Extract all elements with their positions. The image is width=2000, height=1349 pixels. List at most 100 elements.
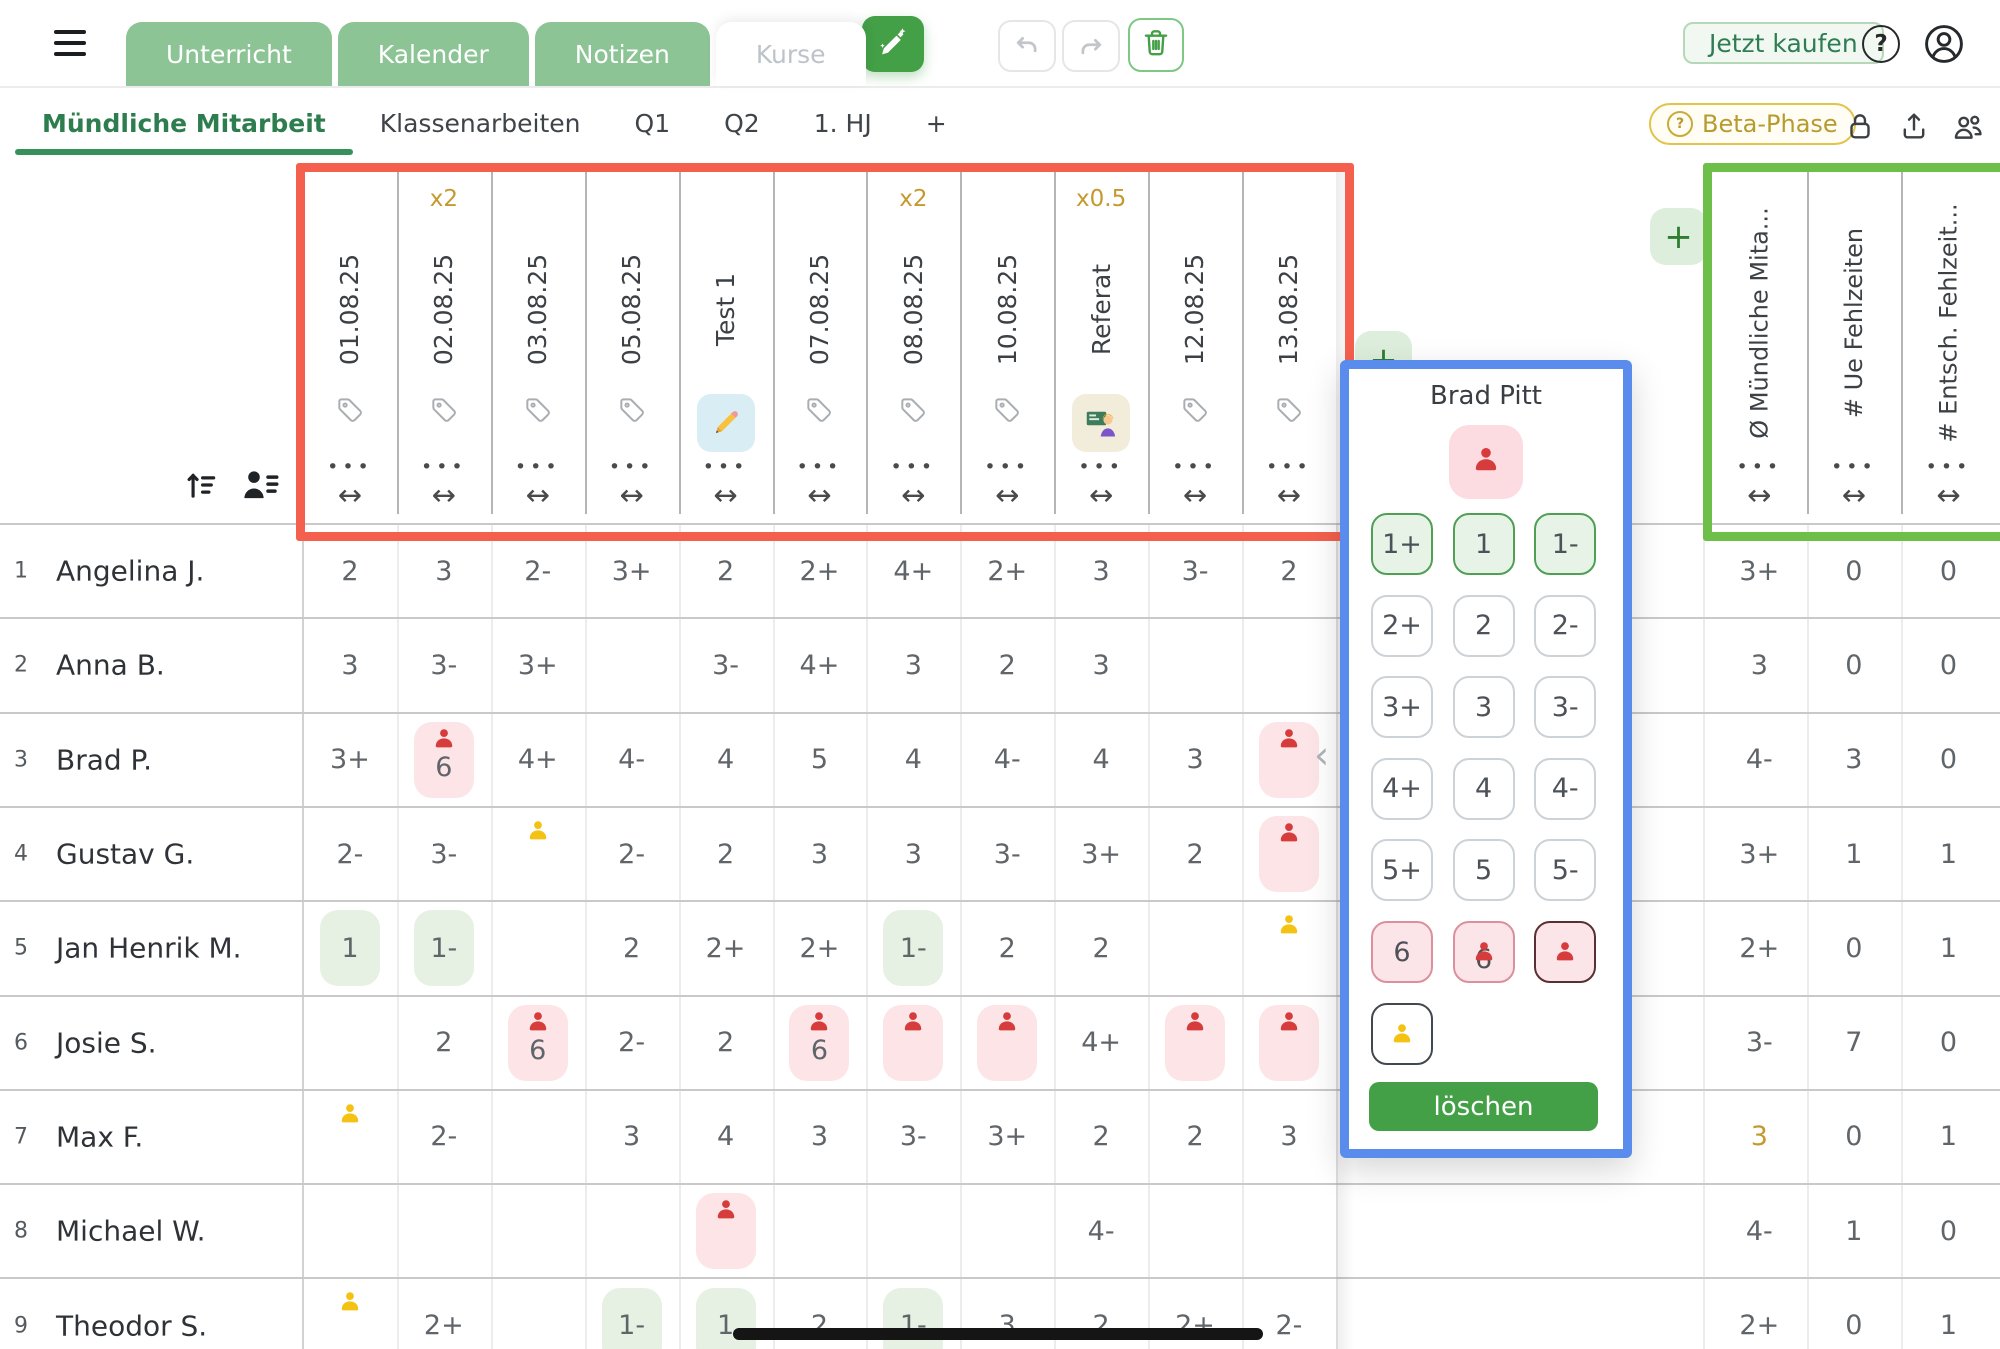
popup-collapse-chevron[interactable]: ‹ <box>1314 733 1330 777</box>
subtab--[interactable]: + <box>925 108 947 138</box>
column-menu-icon[interactable]: ••• <box>1172 456 1218 478</box>
subtab-1-hj[interactable]: 1. HJ <box>813 108 872 138</box>
grade-cell[interactable]: 5 <box>810 744 829 776</box>
column-resize-icon[interactable]: ↔ <box>713 478 738 512</box>
column-menu-icon[interactable]: ••• <box>1078 456 1124 478</box>
summary-cell[interactable]: 4- <box>1745 744 1773 776</box>
grade-button-1-[interactable]: 1- <box>1534 513 1597 575</box>
grade-cell[interactable]: 4+ <box>517 744 558 776</box>
summary-cell[interactable]: 1 <box>1939 838 1958 870</box>
grade-cell[interactable]: 3 <box>1280 1121 1298 1153</box>
grade-cell[interactable] <box>1242 714 1336 806</box>
grade-cell[interactable] <box>303 997 397 1089</box>
main-tab-kalender[interactable]: Kalender <box>337 22 529 86</box>
column-header-referat[interactable]: x0.5 Referat ••• ↔ <box>1054 172 1148 523</box>
hamburger-menu-icon[interactable] <box>54 30 88 56</box>
grade-cell[interactable] <box>491 808 585 900</box>
grade-cell[interactable] <box>1242 619 1336 711</box>
column-header-03-08-25[interactable]: 03.08.25 ••• ↔ <box>491 172 585 523</box>
sort-by-student-button[interactable] <box>240 464 282 510</box>
grade-cell[interactable]: 3+ <box>611 555 652 587</box>
subtab-mündliche-mitarbeit[interactable]: Mündliche Mitarbeit <box>15 108 353 155</box>
summary-cell[interactable]: 0 <box>1845 932 1863 964</box>
grade-cell[interactable]: 3- <box>430 649 458 681</box>
grade-cell[interactable]: 3 <box>904 649 922 681</box>
grade-cell[interactable]: 2+ <box>423 1310 464 1342</box>
grade-cell[interactable] <box>1148 902 1242 994</box>
summary-cell[interactable]: 1 <box>1845 1215 1863 1247</box>
column-resize-icon[interactable]: ↔ <box>619 478 644 512</box>
grade-button-6[interactable]: 6 <box>1452 921 1515 983</box>
summary-cell[interactable]: 2+ <box>1739 1310 1780 1342</box>
summary-cell[interactable]: 0 <box>1939 1027 1958 1059</box>
grade-cell[interactable] <box>1242 1185 1336 1277</box>
grade-cell[interactable]: 4- <box>993 744 1021 776</box>
grade-cell[interactable] <box>303 1279 397 1349</box>
summary-header-2[interactable]: # Entsch. Fehlzeit... ••• ↔ <box>1901 172 1996 523</box>
help-button[interactable]: ? <box>1862 25 1900 63</box>
column-header-05-08-25[interactable]: 05.08.25 ••• ↔ <box>585 172 679 523</box>
column-resize-icon[interactable]: ↔ <box>1936 478 1961 512</box>
grade-cell[interactable]: 2- <box>336 838 364 870</box>
grade-cell[interactable]: 2 <box>623 932 641 964</box>
grade-cell[interactable] <box>1242 808 1336 900</box>
main-tab-kurse[interactable]: Kurse <box>715 22 866 86</box>
grade-cell[interactable]: 2- <box>524 555 552 587</box>
column-resize-icon[interactable]: ↔ <box>807 478 832 512</box>
grade-cell[interactable]: 4- <box>618 744 646 776</box>
grade-cell[interactable]: 4- <box>1087 1215 1115 1247</box>
grade-cell[interactable]: 3 <box>810 838 829 870</box>
grade-cell[interactable]: 3+ <box>987 1121 1028 1153</box>
grade-button-3+[interactable]: 3+ <box>1371 676 1433 739</box>
grade-cell[interactable] <box>866 997 960 1089</box>
grade-cell[interactable]: 2 <box>1092 932 1110 964</box>
students-button[interactable] <box>1948 110 1988 148</box>
grade-button-1+[interactable]: 1+ <box>1371 513 1433 575</box>
grade-cell[interactable] <box>1242 902 1336 994</box>
summary-cell[interactable]: 1 <box>1939 1121 1958 1153</box>
delete-grade-button[interactable]: löschen <box>1369 1082 1598 1131</box>
grade-cell[interactable]: 2 <box>1186 838 1204 870</box>
sort-button[interactable] <box>182 466 220 508</box>
grade-cell[interactable] <box>491 1091 585 1183</box>
column-resize-icon[interactable]: ↔ <box>337 478 363 512</box>
grade-cell[interactable] <box>866 1185 960 1277</box>
grade-cell[interactable]: 3 <box>904 838 922 870</box>
summary-cell[interactable]: 4- <box>1745 1215 1773 1247</box>
column-menu-icon[interactable]: ••• <box>421 456 467 478</box>
grade-cell[interactable]: 2- <box>1275 1310 1303 1342</box>
main-tab-notizen[interactable]: Notizen <box>534 22 710 86</box>
edit-wand-button[interactable] <box>862 16 924 72</box>
grade-cell[interactable]: 4 <box>904 744 922 776</box>
summary-cell[interactable]: 0 <box>1939 649 1958 681</box>
grade-cell[interactable]: 2 <box>1280 555 1298 587</box>
horizontal-scrollbar[interactable] <box>733 1328 1263 1340</box>
column-resize-icon[interactable]: ↔ <box>1747 478 1772 512</box>
column-header-02-08-25[interactable]: x2 02.08.25 ••• ↔ <box>397 172 491 523</box>
add-column-button[interactable]: + <box>1650 208 1707 265</box>
grade-button-2+[interactable]: 2+ <box>1371 594 1433 657</box>
grade-cell[interactable]: 3 <box>1092 649 1110 681</box>
grade-cell[interactable]: 3+ <box>1081 838 1122 870</box>
column-resize-icon[interactable]: ↔ <box>901 478 926 512</box>
column-resize-icon[interactable]: ↔ <box>1276 478 1302 512</box>
column-menu-icon[interactable]: ••• <box>1266 456 1312 478</box>
grade-cell[interactable]: 3- <box>899 1121 927 1153</box>
summary-cell[interactable]: 2+ <box>1739 932 1780 964</box>
grade-button-2-[interactable]: 2- <box>1534 594 1597 657</box>
column-menu-icon[interactable]: ••• <box>890 456 937 478</box>
grade-button-1[interactable]: 1 <box>1452 513 1515 575</box>
grade-cell[interactable]: 4+ <box>1081 1027 1122 1059</box>
grade-cell[interactable]: 2+ <box>799 932 840 964</box>
grade-button-yellow-person[interactable] <box>1371 1002 1433 1065</box>
grade-cell[interactable] <box>773 1185 867 1277</box>
grade-cell[interactable] <box>491 1185 585 1277</box>
grade-cell[interactable]: 1 <box>303 902 397 994</box>
grade-cell[interactable]: 2 <box>435 1027 453 1059</box>
grade-cell[interactable] <box>303 1091 397 1183</box>
grade-cell[interactable] <box>491 902 585 994</box>
grade-cell[interactable]: 2+ <box>987 555 1028 587</box>
redo-button[interactable] <box>1062 20 1120 72</box>
summary-cell[interactable]: 3+ <box>1739 555 1780 587</box>
grade-cell[interactable]: 6 <box>491 997 585 1089</box>
